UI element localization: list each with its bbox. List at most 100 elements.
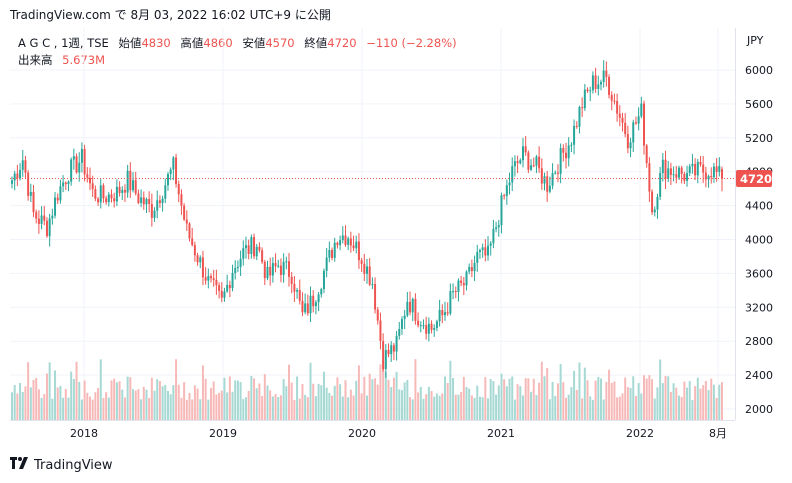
candlesticks — [11, 60, 723, 378]
candle-body — [134, 180, 137, 194]
volume-bar — [13, 385, 16, 420]
candle-body — [435, 321, 438, 329]
candle-body — [261, 250, 264, 262]
candle-body — [659, 173, 662, 197]
candle-body — [344, 235, 347, 245]
candle-body — [78, 162, 81, 173]
volume-bar — [379, 364, 382, 420]
candle-body — [239, 258, 242, 267]
volume-bar — [105, 392, 108, 420]
candle-body — [137, 193, 140, 203]
candle-body — [476, 251, 479, 263]
volume-bar — [556, 383, 559, 420]
volume-bar — [94, 392, 97, 420]
candle-body — [215, 280, 218, 286]
candle-body — [296, 290, 299, 292]
candle-body — [481, 247, 484, 251]
volume-bar — [250, 375, 253, 420]
x-tick-label: 2021 — [487, 427, 515, 440]
candle-body — [610, 95, 613, 101]
volume-bar — [548, 399, 551, 420]
volume-bar — [508, 378, 511, 420]
candle-body — [45, 220, 48, 237]
candle-body — [718, 165, 721, 172]
candle-body — [193, 245, 196, 256]
candle-body — [497, 225, 500, 228]
candle-body — [438, 310, 441, 322]
candle-body — [142, 197, 145, 205]
volume-bar — [653, 398, 656, 420]
volume-bar — [236, 380, 239, 420]
volume-bar — [220, 390, 223, 420]
candle-body — [21, 160, 24, 170]
volume-bar — [183, 382, 186, 420]
candle-body — [56, 197, 59, 201]
candle-body — [581, 107, 584, 109]
candle-body — [306, 303, 309, 314]
volume-bar — [712, 384, 715, 420]
candle-body — [661, 159, 664, 174]
candle-body — [226, 284, 229, 292]
candle-body — [196, 255, 199, 263]
volume-bar — [465, 386, 468, 420]
volume-bar — [578, 362, 581, 420]
candle-body — [382, 340, 385, 369]
volume-bar — [699, 388, 702, 420]
candle-body — [185, 219, 188, 224]
candle-body — [487, 245, 490, 256]
volume-bar — [132, 389, 135, 420]
volume-bar — [696, 377, 699, 420]
candle-body — [164, 185, 167, 199]
candle-body — [70, 159, 73, 182]
candle-body — [72, 156, 75, 160]
change-value: −110 (−2.28%) — [366, 36, 457, 50]
candle-body — [411, 298, 414, 313]
volume-bar — [433, 396, 436, 420]
candle-body — [449, 291, 452, 314]
volume-bar — [478, 396, 481, 420]
candle-body — [384, 349, 387, 369]
candle-body — [24, 160, 27, 173]
brand-name: TradingView — [34, 457, 113, 473]
volume-bar — [279, 395, 282, 420]
volume-bar — [492, 381, 495, 420]
volume-bar — [643, 375, 646, 420]
volume-bar — [16, 393, 19, 420]
candle-body — [427, 323, 430, 334]
volume-bar — [150, 377, 153, 420]
volume-bar — [591, 399, 594, 420]
candle-body — [583, 89, 586, 109]
symbol-label[interactable]: A G C , 1週, TSE — [18, 36, 109, 50]
candle-body — [328, 249, 331, 258]
candle-body — [626, 134, 629, 149]
volume-bar — [371, 379, 374, 420]
volume-bar — [40, 397, 43, 420]
volume-bar — [704, 380, 707, 420]
brand-footer[interactable]: TradingView — [10, 457, 113, 473]
volume-bar — [452, 378, 455, 420]
candle-body — [686, 173, 689, 181]
volume-bar — [597, 376, 600, 420]
volume-bar — [336, 377, 339, 420]
volume-bar — [470, 395, 473, 420]
y-tick-label: 5200 — [745, 132, 773, 145]
candle-body — [715, 166, 718, 172]
low-value: 4570 — [265, 36, 295, 50]
candle-body — [304, 303, 307, 313]
candle-body — [43, 215, 46, 221]
candle-body — [599, 81, 602, 85]
candle-body — [443, 312, 446, 316]
volume-bar — [395, 371, 398, 420]
candle-body — [188, 223, 191, 239]
candle-body — [602, 70, 605, 82]
candle-body — [457, 280, 460, 293]
candle-body — [64, 182, 67, 185]
volume-bar — [610, 382, 613, 420]
volume-bar — [462, 376, 465, 420]
volume-bar — [253, 378, 256, 420]
volume-bar — [672, 383, 675, 420]
volume-bar — [67, 397, 70, 420]
volume-bar — [121, 389, 124, 420]
volume-bar — [366, 395, 368, 420]
